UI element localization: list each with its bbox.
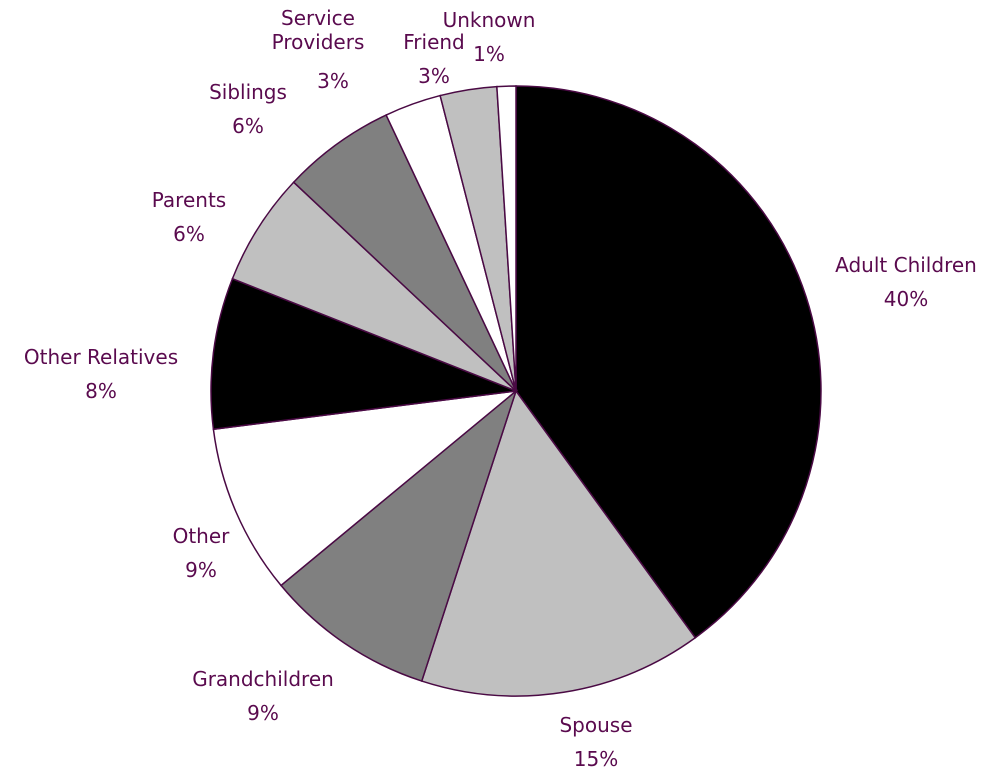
slice-label: Spouse <box>559 713 632 737</box>
slice-label: Siblings <box>209 80 287 104</box>
slice-percent-label: 8% <box>85 379 117 403</box>
slice-percent-label: 9% <box>247 701 279 725</box>
pie-labels: Adult Children 40% Spouse 15% Grandchildren 9… <box>24 6 977 769</box>
slice-percent-label: 6% <box>232 114 264 138</box>
slice-percent-label: 15% <box>574 747 618 769</box>
slice-label: Providers <box>272 30 365 54</box>
slice-label: Other Relatives <box>24 345 178 369</box>
slice-label: Parents <box>152 188 226 212</box>
pie-slice-grandchildren <box>279 388 518 683</box>
slice-percent-label: 40% <box>884 287 928 311</box>
pie-slices <box>210 85 822 697</box>
pie-slice-unknown <box>496 85 517 392</box>
pie-slice-other-relatives <box>210 277 517 431</box>
pie-slice-other <box>212 389 519 587</box>
pie-slice-adult-children <box>515 85 822 639</box>
slice-percent-label: 3% <box>418 64 450 88</box>
pie-slice-spouse <box>420 389 697 697</box>
slice-label: Grandchildren <box>192 667 334 691</box>
slice-percent-label: 6% <box>173 222 205 246</box>
slice-label: Other <box>173 524 231 548</box>
slice-label: Unknown <box>443 8 536 32</box>
slice-percent-label: 9% <box>185 558 217 582</box>
slice-percent-label: 3% <box>317 69 349 93</box>
slice-label: Service <box>281 6 355 30</box>
slice-percent-label: 1% <box>473 42 505 66</box>
slice-label: Friend <box>403 30 465 54</box>
slice-label: Adult Children <box>835 253 977 277</box>
